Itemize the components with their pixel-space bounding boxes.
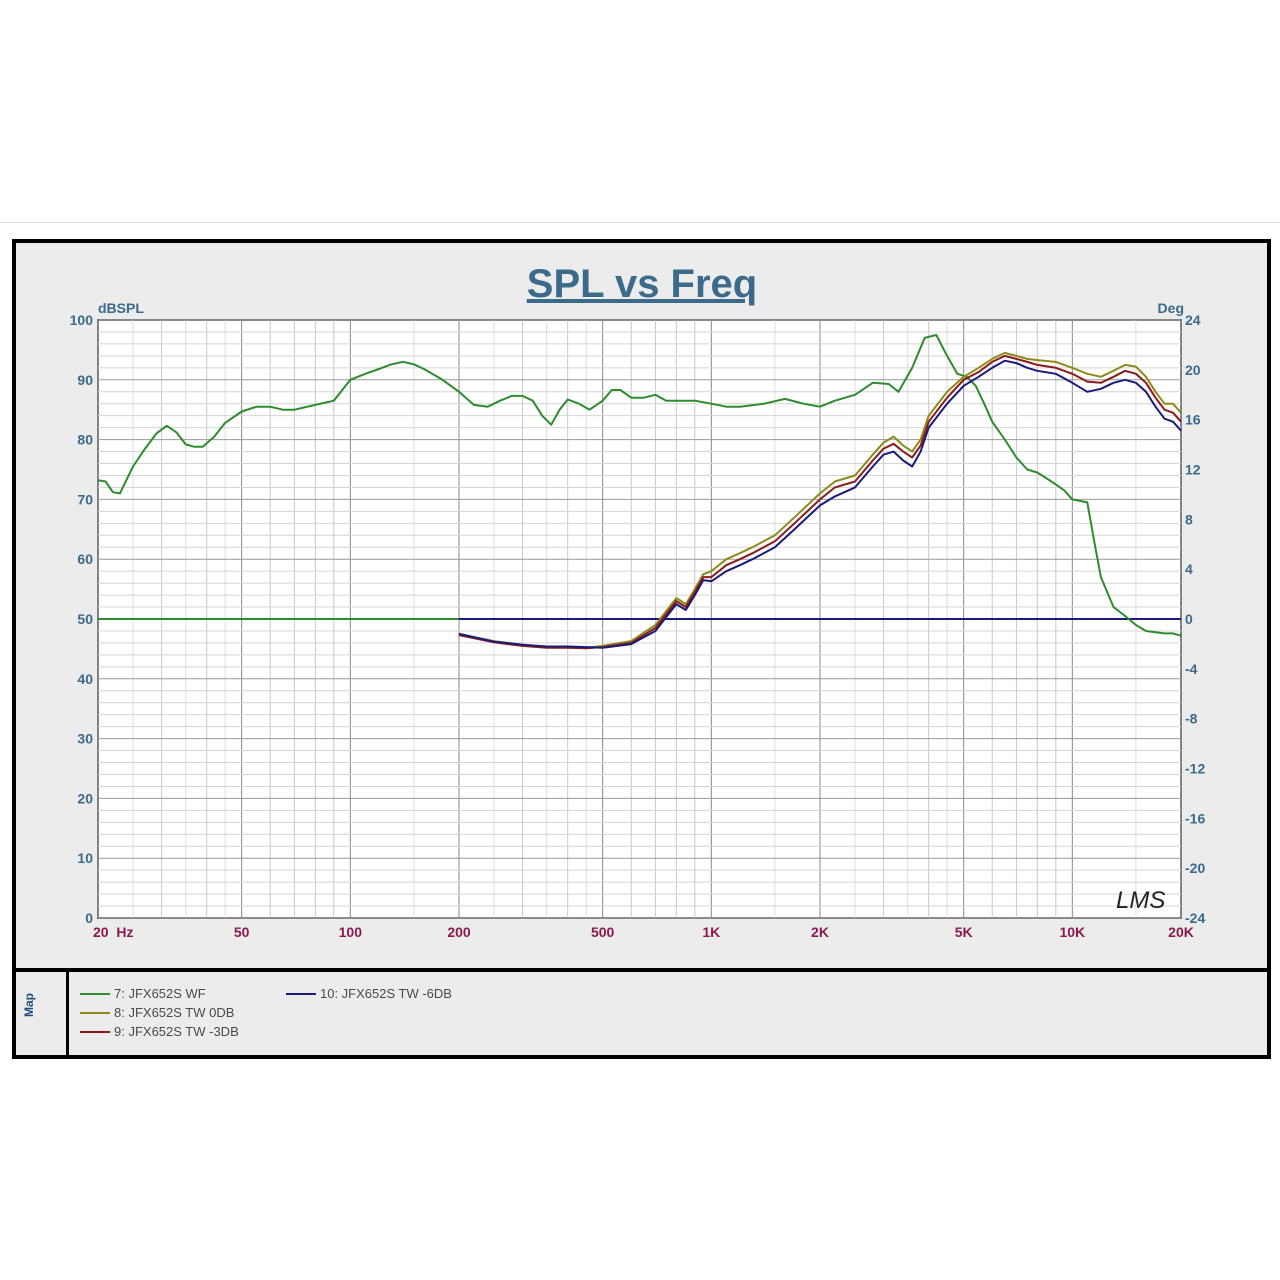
y-right-unit-label: Deg	[1158, 300, 1184, 316]
y-right-tick-label: 8	[1185, 511, 1193, 527]
legend-label: 8: JFX652S TW 0DB	[114, 1005, 235, 1020]
page-top-rule	[0, 222, 1280, 223]
y-right-tick-label: 0	[1185, 611, 1193, 627]
lms-watermark: LMS	[1116, 887, 1165, 914]
y-right-tick-label: -12	[1185, 761, 1205, 777]
y-right-tick-label: -16	[1185, 810, 1205, 826]
legend-swatch	[286, 992, 316, 995]
x-tick-label: 10K	[1059, 924, 1085, 940]
y-left-tick-label: 100	[70, 312, 94, 328]
chart-frame: SPL vs Freq dBSPL Deg 0 10 20 30 40 50 60 70 80 9…	[12, 239, 1271, 1059]
y-right-tick-label: 24	[1185, 312, 1201, 328]
y-left-unit-label: dBSPL	[98, 300, 144, 316]
legend-swatch	[80, 1011, 110, 1014]
x-tick-label: 500	[591, 924, 615, 940]
y-right-tick-label: -24	[1185, 910, 1205, 926]
y-left-tick-label: 90	[77, 372, 93, 388]
x-tick-label: 2K	[811, 924, 829, 940]
series-line-8	[458, 351, 1182, 649]
series-line-9	[458, 354, 1182, 650]
y-right-tick-label: -4	[1185, 661, 1198, 677]
map-label: Map	[22, 993, 36, 1017]
legend-item-tw-0db[interactable]: 8: JFX652S TW 0DB	[80, 1005, 234, 1020]
y-right-tick-label: 20	[1185, 362, 1201, 378]
y-left-tick-label: 70	[77, 491, 93, 507]
legend-label: 10: JFX652S TW -6DB	[320, 986, 452, 1001]
series-layer	[97, 334, 1182, 650]
chart-title: SPL vs Freq	[527, 262, 757, 306]
y-right-tick-label: -20	[1185, 860, 1205, 876]
y-left-tick-label: 20	[77, 790, 93, 806]
y-left-tick-label: 0	[85, 910, 93, 926]
y-right-tick-label: -8	[1185, 711, 1198, 727]
tick-layer: 0 10 20 30 40 50 60 70 80 90 100 -24 -20 -16 -12 -8 -4 0 4…	[70, 312, 1206, 940]
x-tick-label: 50	[234, 924, 250, 940]
legend-swatch	[80, 992, 110, 995]
y-right-tick-label: 4	[1185, 561, 1193, 577]
legend-panel: Map 7: JFX652S WF 8: JFX652S TW 0DB 9: J…	[12, 968, 1271, 1059]
x-tick-label: 5K	[955, 924, 973, 940]
legend-item-tw-6db[interactable]: 10: JFX652S TW -6DB	[286, 986, 452, 1001]
y-left-tick-label: 60	[77, 551, 93, 567]
x-tick-label: 100	[339, 924, 363, 940]
legend-item-tw-3db[interactable]: 9: JFX652S TW -3DB	[80, 1024, 239, 1039]
map-tab[interactable]: Map	[16, 972, 69, 1055]
legend-label: 9: JFX652S TW -3DB	[114, 1024, 239, 1039]
y-right-tick-label: 12	[1185, 462, 1201, 478]
x-tick-label: 20 Hz	[93, 924, 133, 940]
legend-item-wf[interactable]: 7: JFX652S WF	[80, 986, 206, 1001]
x-tick-label: 20K	[1168, 924, 1194, 940]
y-left-tick-label: 40	[77, 671, 93, 687]
legend-swatch	[80, 1030, 110, 1033]
y-left-tick-label: 50	[77, 611, 93, 627]
y-left-tick-label: 80	[77, 432, 93, 448]
y-left-tick-label: 30	[77, 731, 93, 747]
series-line-7	[97, 334, 1182, 637]
series-line-10	[458, 359, 1182, 649]
x-tick-label: 200	[447, 924, 471, 940]
spl-vs-freq-chart: SPL vs Freq dBSPL Deg 010203040506070809…	[70, 262, 1206, 940]
x-tick-label: 1K	[702, 924, 720, 940]
y-right-tick-label: 16	[1185, 412, 1201, 428]
legend-label: 7: JFX652S WF	[114, 986, 206, 1001]
y-left-tick-label: 10	[77, 850, 93, 866]
